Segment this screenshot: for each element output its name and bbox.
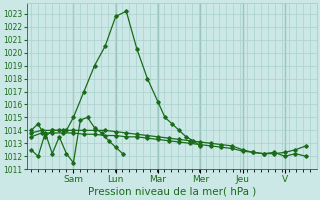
X-axis label: Pression niveau de la mer( hPa ): Pression niveau de la mer( hPa ) — [88, 187, 256, 197]
